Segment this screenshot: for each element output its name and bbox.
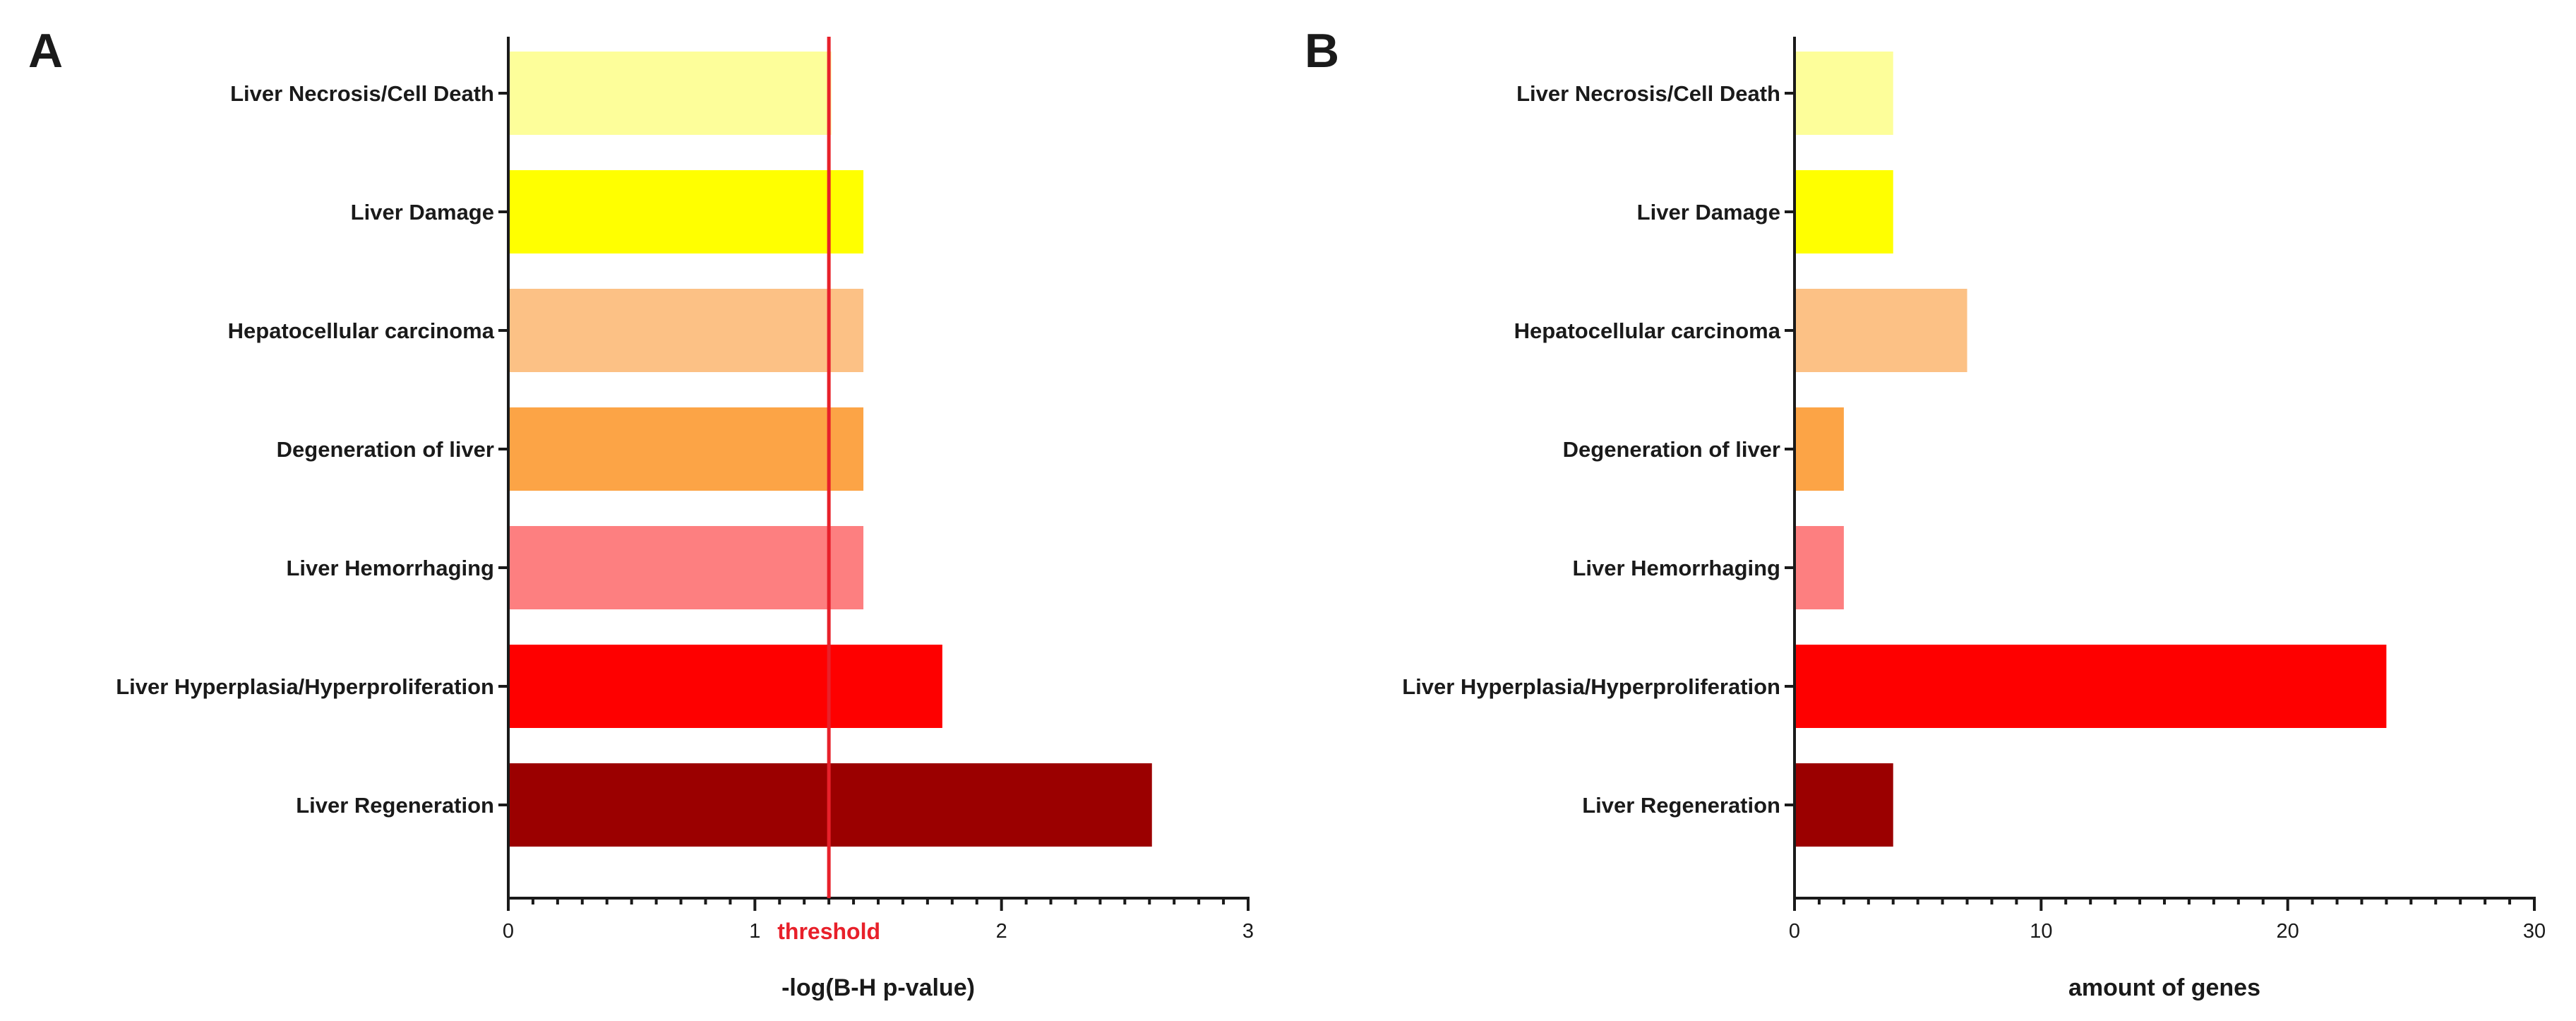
x-tick-label: 0 xyxy=(1789,920,1800,943)
category-label: Liver Necrosis/Cell Death xyxy=(230,81,494,106)
bar-liver-hyperplasia-hyperproliferation xyxy=(1795,645,2387,728)
category-label: Hepatocellular carcinoma xyxy=(1514,318,1781,343)
bar-liver-damage xyxy=(508,170,864,253)
category-label: Liver Necrosis/Cell Death xyxy=(1516,81,1780,106)
bar-liver-hemorrhaging xyxy=(508,526,864,609)
category-label: Liver Hyperplasia/Hyperproliferation xyxy=(1402,674,1780,699)
x-tick-label: 2 xyxy=(996,920,1007,943)
bar-degeneration-of-liver xyxy=(508,407,864,491)
x-tick-label: 10 xyxy=(2030,920,2052,943)
category-label: Liver Regeneration xyxy=(1582,793,1780,818)
panel-label: A xyxy=(28,24,63,78)
category-label: Liver Damage xyxy=(1637,200,1780,225)
bar-degeneration-of-liver xyxy=(1795,407,1844,491)
category-label: Liver Damage xyxy=(351,200,494,225)
bar-liver-regeneration xyxy=(1795,763,1893,847)
bar-liver-hemorrhaging xyxy=(1795,526,1844,609)
threshold-label: threshold xyxy=(777,919,880,944)
category-label: Liver Regeneration xyxy=(296,793,494,818)
x-tick-label: 3 xyxy=(1242,920,1254,943)
category-label: Liver Hyperplasia/Hyperproliferation xyxy=(116,674,494,699)
category-label: Liver Hemorrhaging xyxy=(1572,556,1780,580)
category-label: Degeneration of liver xyxy=(277,437,494,462)
x-tick-label: 0 xyxy=(503,920,514,943)
bar-liver-hyperplasia-hyperproliferation xyxy=(508,645,942,728)
x-tick-label: 30 xyxy=(2523,920,2546,943)
panel-label: B xyxy=(1305,24,1339,78)
x-tick-label: 20 xyxy=(2277,920,2299,943)
category-label: Hepatocellular carcinoma xyxy=(228,318,495,343)
x-axis-title: amount of genes xyxy=(2068,974,2260,1001)
x-tick-label: 1 xyxy=(749,920,760,943)
category-label: Degeneration of liver xyxy=(1563,437,1780,462)
bar-liver-necrosis-cell-death xyxy=(508,52,832,135)
bar-hepatocellular-carcinoma xyxy=(1795,289,1967,372)
x-axis-title: -log(B-H p-value) xyxy=(781,974,975,1001)
bar-hepatocellular-carcinoma xyxy=(508,289,864,372)
category-label: Liver Hemorrhaging xyxy=(286,556,494,580)
bar-liver-necrosis-cell-death xyxy=(1795,52,1893,135)
bar-liver-damage xyxy=(1795,170,1893,253)
